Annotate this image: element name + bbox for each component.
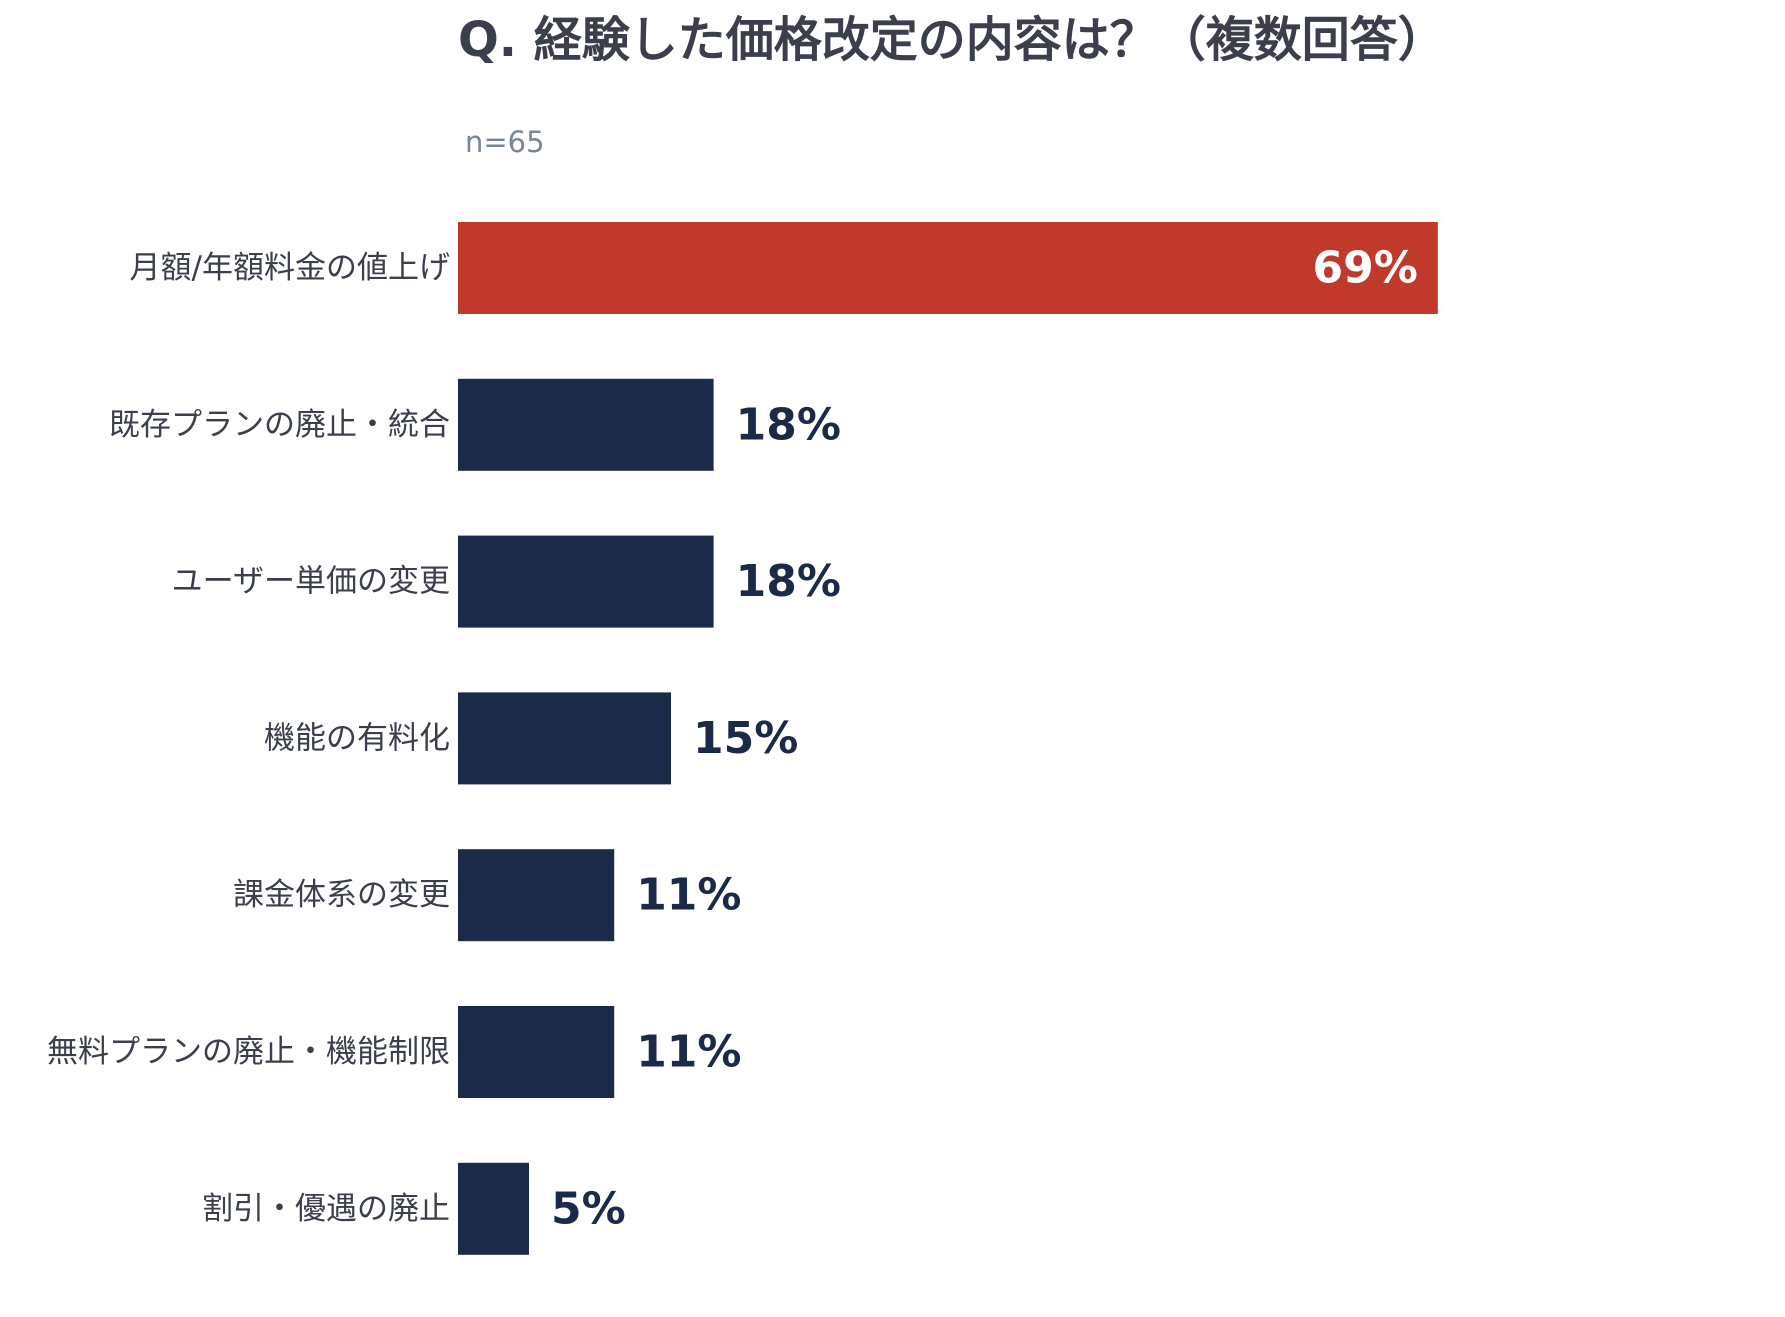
bar: [458, 535, 714, 628]
bar: [458, 1006, 615, 1098]
bar-group: 課金体系の変更 11%: [233, 849, 742, 942]
value-label: 11%: [636, 1027, 741, 1078]
bar-group: 無料プランの廃止・機能制限 11%: [47, 1006, 742, 1098]
category-label: 課金体系の変更: [233, 877, 450, 913]
bar: [458, 692, 671, 785]
value-label: 15%: [693, 713, 798, 764]
category-label: 既存プランの廃止・統合: [109, 407, 450, 443]
value-label: 69%: [1312, 243, 1417, 294]
sample-size-note: n=65: [465, 125, 545, 159]
bar-group: 既存プランの廃止・統合 18%: [109, 378, 841, 471]
bar-group: ユーザー単価の変更 18%: [172, 535, 841, 628]
value-label: 18%: [736, 399, 841, 450]
category-label: 機能の有料化: [264, 720, 450, 756]
category-label: 割引・優遇の廃止: [202, 1191, 450, 1227]
bar: [458, 222, 1438, 314]
category-label: 無料プランの廃止・機能制限: [47, 1034, 450, 1070]
bar: [458, 1162, 529, 1255]
value-label: 11%: [636, 870, 741, 921]
value-label: 5%: [551, 1183, 626, 1234]
category-label: ユーザー単価の変更: [172, 564, 450, 600]
category-label: 月額/年額料金の値上げ: [130, 250, 450, 286]
chart-title: Q. 経験した価格改定の内容は？（複数回答）: [458, 12, 1446, 68]
bar-group: 月額/年額料金の値上げ 69%: [130, 222, 1438, 314]
bar-group: 割引・優遇の廃止 5%: [202, 1162, 626, 1255]
bar: [458, 378, 714, 471]
value-label: 18%: [736, 556, 841, 607]
bar: [458, 849, 615, 942]
bars-layer: 月額/年額料金の値上げ 69% 既存プランの廃止・統合 18% ユーザー単価の変更 18%…: [47, 222, 1438, 1255]
bar-group: 機能の有料化 15%: [264, 692, 798, 785]
